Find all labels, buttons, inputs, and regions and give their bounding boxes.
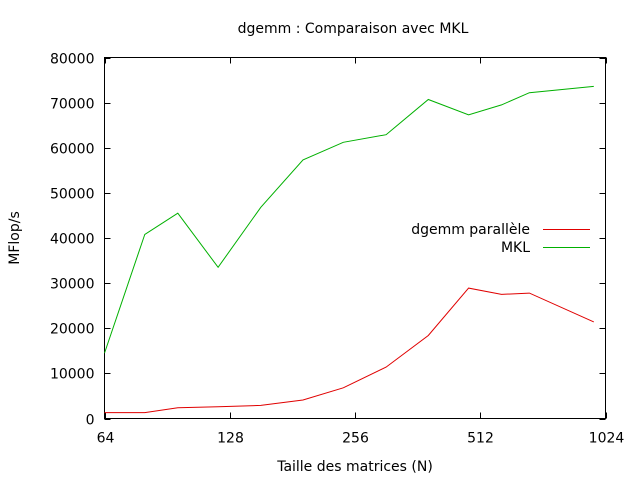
x-axis: 64 128 256 512 1024: [97, 57, 625, 447]
y-tick-label: 70000: [50, 97, 95, 113]
y-tick-label: 40000: [50, 232, 95, 248]
y-tick-label: 60000: [50, 142, 95, 158]
x-tick-label: 512: [467, 431, 494, 447]
legend-label: dgemm parallèle: [411, 222, 530, 238]
y-tick-label: 80000: [50, 52, 95, 68]
x-tick-label: 256: [342, 431, 369, 447]
series-line-0: [104, 287, 595, 414]
legend: dgemm parallèle MKL: [411, 222, 590, 256]
chart-title: dgemm : Comparaison avec MKL: [238, 21, 469, 37]
y-axis: 0 10000 20000 30000 40000 50000 60000 70000 8000…: [50, 52, 606, 429]
y-tick-label: 50000: [50, 187, 95, 203]
x-axis-label: Taille des matrices (N): [276, 459, 433, 475]
plot-frame: [104, 57, 606, 419]
y-tick-label: 10000: [50, 367, 95, 383]
x-tick-label: 128: [217, 431, 244, 447]
x-tick-label: 1024: [589, 431, 625, 447]
y-tick-label: 0: [86, 413, 95, 429]
y-tick-label: 30000: [50, 277, 95, 293]
y-axis-label: MFlop/s: [7, 211, 23, 264]
x-tick-label: 64: [97, 431, 115, 447]
series-line-1: [104, 85, 594, 354]
y-tick-label: 20000: [50, 322, 95, 338]
legend-label: MKL: [501, 240, 530, 256]
series-layer: [104, 85, 595, 414]
